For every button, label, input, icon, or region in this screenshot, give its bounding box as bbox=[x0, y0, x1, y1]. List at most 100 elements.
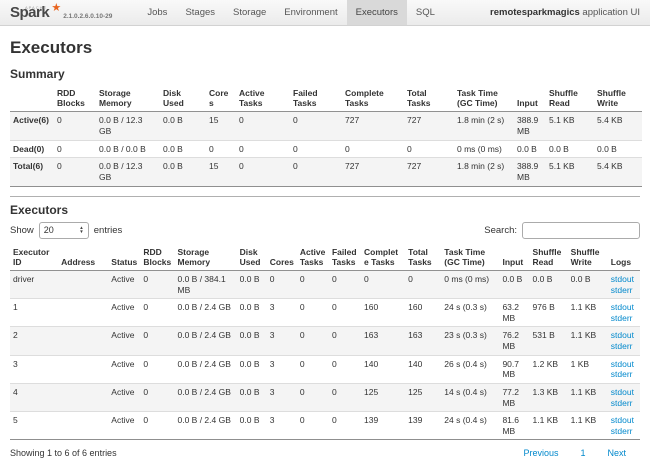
summary-cell: 0.0 B bbox=[160, 111, 206, 141]
stdout-link[interactable]: stdout bbox=[610, 415, 634, 426]
summary-cell: 15 bbox=[206, 157, 236, 186]
select-arrows-icon: ▲ ▼ bbox=[79, 225, 83, 235]
executor-id: driver bbox=[10, 269, 59, 299]
stderr-link[interactable]: stderr bbox=[610, 312, 633, 323]
search-control: Search: bbox=[484, 221, 640, 239]
tab-environment[interactable]: Environment bbox=[284, 7, 338, 18]
entries-label: entries bbox=[93, 224, 123, 236]
executor-rdd-blocks: 0 bbox=[140, 326, 175, 356]
summary-cell: 0.0 B / 12.3 GB bbox=[96, 157, 160, 186]
executor-address bbox=[58, 411, 109, 440]
summary-cell: 0 bbox=[290, 139, 342, 158]
stdout-link[interactable]: stdout bbox=[610, 302, 634, 313]
tab-storage[interactable]: Storage bbox=[233, 7, 267, 18]
executor-address bbox=[58, 298, 109, 327]
executor-disk-used: 0.0 B bbox=[236, 298, 267, 327]
stderr-link[interactable]: stderr bbox=[610, 425, 633, 436]
executors-column-header: RDD Blocks bbox=[140, 244, 175, 271]
executor-shuffle-write: 1.1 KB bbox=[567, 382, 608, 412]
tab-stages[interactable]: Stages bbox=[185, 7, 216, 18]
executor-row: 1 Active 0 0.0 B / 2.4 GB 0.0 B 3 0 0 160 160 24 s… bbox=[10, 298, 640, 327]
summary-column-header: Complete Tasks bbox=[342, 86, 404, 113]
spark-logo-text: Spark bbox=[10, 4, 50, 21]
summary-column-header: Shuffle Write bbox=[594, 86, 642, 113]
stdout-link[interactable]: stdout bbox=[610, 358, 634, 369]
executor-input: 90.7 MB bbox=[499, 354, 530, 384]
executor-failed-tasks: 0 bbox=[328, 354, 362, 384]
executor-storage-memory: 0.0 B / 2.4 GB bbox=[174, 411, 237, 440]
app-suffix-text: application UI bbox=[579, 7, 640, 18]
summary-cell: 0 bbox=[290, 111, 342, 141]
summary-row: Total(6) 0 0.0 B / 12.3 GB 0.0 B 15 0 0 727 727 1… bbox=[10, 157, 642, 186]
search-input[interactable] bbox=[522, 221, 640, 239]
executor-status: Active bbox=[108, 354, 141, 384]
entries-info: Showing 1 to 6 of 6 entries bbox=[10, 448, 117, 458]
executor-row: 5 Active 0 0.0 B / 2.4 GB 0.0 B 3 0 0 139 139 24 s… bbox=[10, 411, 640, 440]
entries-select[interactable]: 20 ▲ ▼ bbox=[38, 221, 89, 239]
executor-complete-tasks: 140 bbox=[361, 354, 406, 384]
summary-column-header: Task Time (GC Time) bbox=[454, 86, 514, 113]
summary-heading: Summary bbox=[10, 67, 65, 81]
executors-column-header: Total Tasks bbox=[405, 244, 442, 271]
executor-failed-tasks: 0 bbox=[328, 411, 362, 440]
stderr-link[interactable]: stderr bbox=[610, 369, 633, 380]
executors-column-header: Input bbox=[499, 244, 530, 271]
executor-task-time: 23 s (0.3 s) bbox=[441, 326, 500, 356]
summary-cell: 0.0 B bbox=[514, 139, 546, 158]
executor-address bbox=[58, 354, 109, 384]
executor-id: 5 bbox=[10, 411, 59, 440]
executors-column-header: Status bbox=[108, 244, 141, 271]
executor-storage-memory: 0.0 B / 2.4 GB bbox=[174, 298, 237, 327]
executor-input: 76.2 MB bbox=[499, 326, 530, 356]
executor-cores: 0 bbox=[266, 269, 297, 299]
application-ui-label: remotesparkmagics application UI bbox=[490, 0, 640, 25]
stdout-link[interactable]: stdout bbox=[610, 386, 634, 397]
tab-sql[interactable]: SQL bbox=[415, 7, 435, 18]
summary-cell: 0.0 B bbox=[594, 139, 642, 158]
summary-cell: 0 bbox=[54, 139, 96, 158]
executor-active-tasks: 0 bbox=[296, 298, 329, 327]
executors-column-header: Disk Used bbox=[236, 244, 267, 271]
pagination-previous[interactable]: Previous bbox=[523, 448, 559, 458]
executor-failed-tasks: 0 bbox=[328, 298, 362, 327]
pagination-page-1[interactable]: 1 bbox=[580, 448, 586, 458]
executor-complete-tasks: 160 bbox=[361, 298, 406, 327]
executor-storage-memory: 0.0 B / 2.4 GB bbox=[174, 354, 237, 384]
summary-row-label: Active(6) bbox=[10, 111, 54, 141]
executor-total-tasks: 0 bbox=[405, 269, 442, 299]
tab-executors[interactable]: Executors bbox=[346, 0, 407, 25]
stdout-link[interactable]: stdout bbox=[610, 273, 634, 284]
executor-failed-tasks: 0 bbox=[328, 382, 362, 412]
executor-total-tasks: 160 bbox=[405, 298, 442, 327]
executor-shuffle-read: 1.3 KB bbox=[529, 382, 568, 412]
executor-logs: stdout stderr bbox=[607, 354, 640, 384]
stdout-link[interactable]: stdout bbox=[610, 330, 634, 341]
summary-cell: 0.0 B bbox=[546, 139, 594, 158]
summary-column-header: Shuffle Read bbox=[546, 86, 594, 113]
executors-column-header: Logs bbox=[607, 244, 640, 271]
executor-active-tasks: 0 bbox=[296, 354, 329, 384]
executors-column-header: Address bbox=[58, 244, 109, 271]
page-title: Executors bbox=[10, 38, 93, 57]
executor-storage-memory: 0.0 B / 2.4 GB bbox=[174, 326, 237, 356]
summary-column-header: Cores bbox=[206, 86, 236, 113]
executor-complete-tasks: 0 bbox=[361, 269, 406, 299]
executor-active-tasks: 0 bbox=[296, 382, 329, 412]
stderr-link[interactable]: stderr bbox=[610, 284, 633, 295]
summary-column-header: Failed Tasks bbox=[290, 86, 342, 113]
executor-address bbox=[58, 382, 109, 412]
executor-task-time: 24 s (0.4 s) bbox=[441, 411, 500, 440]
executor-complete-tasks: 125 bbox=[361, 382, 406, 412]
executor-cores: 3 bbox=[266, 298, 297, 327]
stderr-link[interactable]: stderr bbox=[610, 341, 633, 351]
executor-input: 77.2 MB bbox=[499, 382, 530, 412]
table-controls: Show 20 ▲ ▼ entries Search: bbox=[10, 221, 640, 239]
pagination-next[interactable]: Next bbox=[607, 448, 626, 458]
spark-brand: APACHE Spark ★ 2.1.0.2.6.0.10-29 bbox=[10, 0, 112, 25]
stderr-link[interactable]: stderr bbox=[610, 397, 633, 408]
tab-jobs[interactable]: Jobs bbox=[147, 7, 168, 18]
executor-rdd-blocks: 0 bbox=[140, 411, 175, 440]
executor-shuffle-read: 531 B bbox=[529, 326, 568, 356]
summary-cell: 0 bbox=[404, 139, 454, 158]
executor-input: 63.2 MB bbox=[499, 298, 530, 327]
